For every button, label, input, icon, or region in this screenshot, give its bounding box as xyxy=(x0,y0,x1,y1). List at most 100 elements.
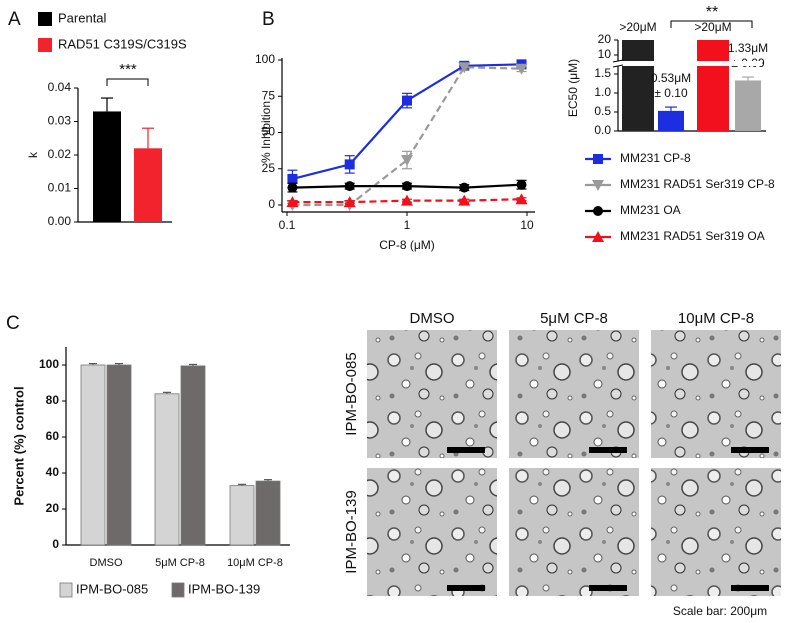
marker xyxy=(287,182,298,193)
y-axis-label: k xyxy=(26,151,40,158)
bar xyxy=(658,110,684,131)
scale-bar xyxy=(731,447,769,453)
series-line xyxy=(292,66,522,207)
y-tick-label: 0 xyxy=(52,537,59,551)
legend-marker xyxy=(593,206,603,216)
significance-label: ** xyxy=(706,4,718,21)
legend-label: MM231 RAD51 Ser319 OA xyxy=(620,229,765,243)
row-label: IPM-BO-139 xyxy=(343,490,360,573)
significance-bracket xyxy=(670,20,753,28)
column-header: 5μM CP-8 xyxy=(540,310,608,327)
y-axis-label: % Inhibition xyxy=(259,101,273,163)
y-tick-label: 0.01 xyxy=(48,181,72,195)
legend-marker xyxy=(592,180,604,191)
micrograph xyxy=(367,330,497,458)
y-tick-label: 1.0 xyxy=(594,85,611,99)
marker xyxy=(344,181,355,192)
x-tick-label: 5μM CP-8 xyxy=(155,557,205,569)
legend-label: MM231 CP-8 xyxy=(620,151,691,165)
marker xyxy=(458,62,471,74)
panel-letter: C xyxy=(6,313,20,334)
x-tick-label: 1 xyxy=(404,218,411,232)
axis-break-mark xyxy=(612,59,624,68)
bar xyxy=(180,365,206,546)
y-tick-label: 60 xyxy=(46,429,60,443)
marker xyxy=(402,181,412,192)
marker xyxy=(343,196,356,208)
panel-letter: A xyxy=(8,9,21,30)
y-tick-label: 0.03 xyxy=(48,114,72,128)
x-tick-label: 0.1 xyxy=(279,218,296,232)
y-tick-label: 40 xyxy=(46,465,60,479)
y-tick-label: 10 xyxy=(598,47,612,61)
legend-label: RAD51 C319S/C319S xyxy=(58,36,187,51)
marker xyxy=(344,159,355,170)
marker xyxy=(402,95,412,106)
scale-bar xyxy=(589,585,627,591)
y-tick-label: 100 xyxy=(255,52,275,66)
y-tick-label: 0.04 xyxy=(48,80,72,94)
marker xyxy=(515,193,528,205)
legend-label: IPM-BO-139 xyxy=(188,581,260,596)
bar xyxy=(154,393,180,546)
bar xyxy=(622,40,654,131)
y-axis-label: Percent (%) control xyxy=(11,386,26,505)
legend-marker xyxy=(593,154,603,164)
value-label: 1.33μM xyxy=(728,41,768,55)
marker xyxy=(401,155,413,167)
bar xyxy=(735,80,761,131)
scale-bar xyxy=(447,447,485,453)
panel-letter: B xyxy=(262,9,275,30)
y-tick-label: 50 xyxy=(262,125,276,139)
micrograph xyxy=(367,468,497,596)
axis-break xyxy=(612,61,762,66)
y-tick-label: 0.00 xyxy=(48,214,72,228)
y-tick-label: 75 xyxy=(262,88,276,102)
y-tick-label: 20 xyxy=(46,501,60,515)
row-label: IPM-BO-085 xyxy=(343,352,360,435)
marker xyxy=(401,194,413,206)
marker xyxy=(515,63,528,75)
scale-bar xyxy=(447,585,485,591)
micrograph xyxy=(509,330,639,458)
y-tick-label: 0.5 xyxy=(594,104,611,118)
y-tick-label: 0.02 xyxy=(48,147,72,161)
column-header: 10μM CP-8 xyxy=(678,310,754,327)
legend-swatch xyxy=(171,582,185,598)
legend-swatch xyxy=(38,38,52,52)
y-tick-label: 0 xyxy=(268,197,275,211)
bar xyxy=(134,148,162,222)
legend-label: Parental xyxy=(58,10,107,25)
legend-swatch xyxy=(38,12,52,26)
significance-label: *** xyxy=(119,61,137,78)
x-tick-label: 10 xyxy=(520,218,534,232)
legend-label: MM231 OA xyxy=(620,203,681,217)
error-label: ± 0.10 xyxy=(654,86,688,100)
value-label: >20μM xyxy=(619,20,656,34)
marker xyxy=(286,196,299,208)
micrograph-grid: DMSO 5μM CP-8 10μM CP-8 IPM-BO-085 IPM-B… xyxy=(343,310,781,618)
y-tick-label: 25 xyxy=(262,161,276,175)
scale-bar xyxy=(589,447,627,453)
bar xyxy=(80,364,106,546)
y-axis-label: EC50 (μM) xyxy=(566,59,580,117)
significance-bracket xyxy=(106,78,149,86)
column-header: DMSO xyxy=(410,310,455,327)
bar xyxy=(106,364,132,546)
marker xyxy=(516,179,527,190)
bar xyxy=(229,485,255,546)
micrograph xyxy=(651,468,781,596)
legend-label: MM231 RAD51 Ser319 CP-8 xyxy=(620,177,775,191)
value-label: 0.53μM xyxy=(651,71,691,85)
value-label: >20μM xyxy=(694,20,731,34)
legend-marker xyxy=(592,231,604,242)
marker xyxy=(458,194,471,206)
scale-note: Scale bar: 200μm xyxy=(673,604,767,618)
scale-bar xyxy=(731,585,769,591)
bar xyxy=(697,40,729,131)
legend-swatch xyxy=(59,582,73,598)
marker xyxy=(459,182,470,193)
y-tick-label: 0.0 xyxy=(594,123,611,137)
